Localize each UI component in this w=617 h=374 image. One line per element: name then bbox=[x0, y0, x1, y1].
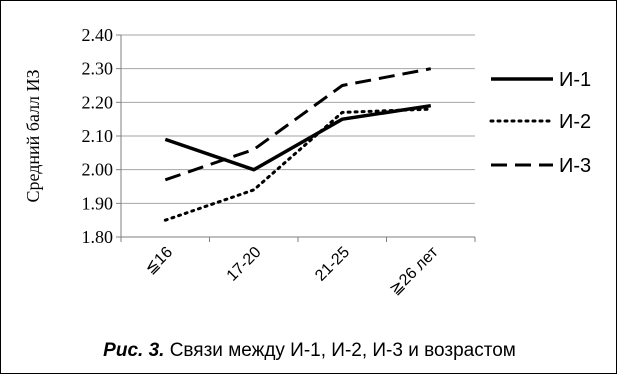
axis-layer bbox=[116, 34, 476, 242]
y-tick-label: 2.00 bbox=[82, 160, 114, 180]
y-tick-label: 2.10 bbox=[82, 126, 114, 146]
series-line-3 bbox=[164, 67, 432, 182]
x-tick-label: 21-25 bbox=[312, 244, 353, 285]
caption-text: Связи между И-1, И-2, И-3 и возрастом bbox=[164, 340, 516, 361]
x-tick-label: 17-20 bbox=[224, 244, 265, 285]
legend-label-1: И-1 bbox=[559, 69, 591, 91]
x-tick-label: ≦16 bbox=[142, 244, 176, 278]
grid-layer bbox=[121, 34, 475, 204]
legend-label-3: И-3 bbox=[559, 155, 591, 177]
series-line-2 bbox=[163, 107, 433, 222]
y-tick-label: 2.30 bbox=[82, 59, 114, 79]
y-tick-label: 1.80 bbox=[82, 227, 114, 247]
y-tick-label: 2.20 bbox=[82, 92, 114, 112]
legend: И-1 И-2 И-3 bbox=[489, 69, 591, 177]
series-layer bbox=[163, 67, 433, 222]
x-tick-label: ≧26 лет bbox=[387, 243, 442, 298]
figure-caption: Рис. 3. Связи между И-1, И-2, И-3 и возр… bbox=[1, 340, 616, 362]
series-line-1 bbox=[164, 103, 432, 172]
legend-label-2: И-2 bbox=[559, 111, 591, 133]
y-tick-label: 2.40 bbox=[82, 25, 114, 45]
y-axis-title: Средний балл ИЗ bbox=[23, 69, 43, 202]
y-tick-label: 1.90 bbox=[82, 193, 114, 213]
caption-lead: Рис. 3. bbox=[103, 340, 165, 361]
